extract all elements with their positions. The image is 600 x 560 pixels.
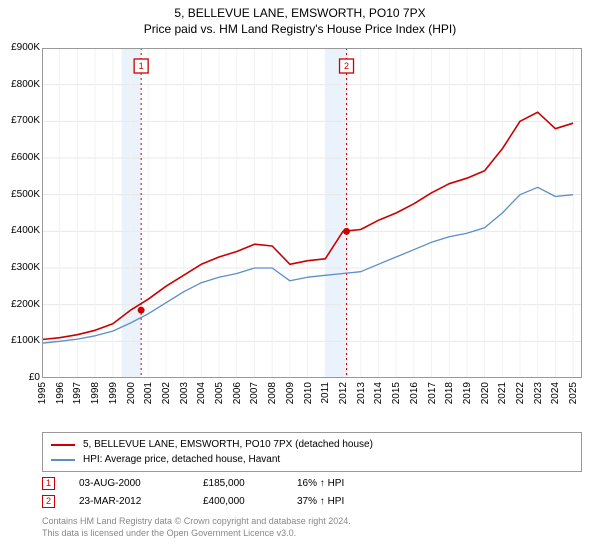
x-tick-label: 2014 [373,382,384,404]
x-tick-label: 1997 [72,382,83,404]
x-tick-label: 1999 [108,382,119,404]
chart-container: 5, BELLEVUE LANE, EMSWORTH, PO10 7PX Pri… [0,0,600,560]
x-tick-label: 2016 [409,382,420,404]
x-tick-label: 2019 [462,382,473,404]
transaction-row: 1 03-AUG-2000 £185,000 16% ↑ HPI [42,474,582,492]
chart-svg: 12 [42,48,582,378]
y-tick-label: £700K [0,115,40,126]
footer-line1: Contains HM Land Registry data © Crown c… [42,516,582,528]
x-tick-label: 2007 [249,382,260,404]
x-tick-label: 2021 [497,382,508,404]
y-tick-label: £100K [0,335,40,346]
legend-label: 5, BELLEVUE LANE, EMSWORTH, PO10 7PX (de… [83,439,373,450]
x-tick-label: 1996 [55,382,66,404]
x-tick-label: 2001 [143,382,154,404]
title-block: 5, BELLEVUE LANE, EMSWORTH, PO10 7PX Pri… [0,0,600,38]
x-tick-label: 2008 [267,382,278,404]
transaction-marker: 1 [42,477,55,490]
y-tick-label: £0 [0,372,40,383]
y-tick-label: £900K [0,42,40,53]
transaction-pct: 37% ↑ HPI [297,496,387,507]
y-tick-label: £200K [0,299,40,310]
transaction-row: 2 23-MAR-2012 £400,000 37% ↑ HPI [42,492,582,510]
chart-area: 12 [42,48,582,378]
svg-text:1: 1 [139,61,144,71]
transaction-date: 23-MAR-2012 [79,496,179,507]
legend-item: HPI: Average price, detached house, Hava… [51,452,573,467]
transaction-date: 03-AUG-2000 [79,478,179,489]
transactions-table: 1 03-AUG-2000 £185,000 16% ↑ HPI 2 23-MAR-201… [42,474,582,510]
transaction-price: £400,000 [203,496,273,507]
transaction-pct: 16% ↑ HPI [297,478,387,489]
x-tick-label: 2012 [338,382,349,404]
x-tick-label: 2025 [568,382,579,404]
transaction-price: £185,000 [203,478,273,489]
legend-box: 5, BELLEVUE LANE, EMSWORTH, PO10 7PX (de… [42,432,582,472]
x-tick-label: 2024 [550,382,561,404]
footer-text: Contains HM Land Registry data © Crown c… [42,516,582,539]
x-tick-label: 2003 [179,382,190,404]
x-tick-label: 2004 [196,382,207,404]
legend-item: 5, BELLEVUE LANE, EMSWORTH, PO10 7PX (de… [51,437,573,452]
y-tick-label: £300K [0,262,40,273]
legend-swatch [51,459,75,461]
footer-line2: This data is licensed under the Open Gov… [42,528,582,540]
x-tick-label: 2023 [533,382,544,404]
x-tick-label: 2018 [444,382,455,404]
x-tick-label: 1998 [90,382,101,404]
x-tick-label: 2006 [232,382,243,404]
title-line1: 5, BELLEVUE LANE, EMSWORTH, PO10 7PX [0,6,600,20]
svg-text:2: 2 [344,61,349,71]
x-tick-label: 2017 [427,382,438,404]
y-tick-label: £400K [0,225,40,236]
x-tick-label: 2002 [161,382,172,404]
x-tick-label: 2015 [391,382,402,404]
x-tick-label: 2009 [285,382,296,404]
x-tick-label: 2022 [515,382,526,404]
transaction-marker: 2 [42,495,55,508]
title-line2: Price paid vs. HM Land Registry's House … [0,22,600,36]
y-tick-label: £600K [0,152,40,163]
x-tick-label: 2005 [214,382,225,404]
y-tick-label: £500K [0,189,40,200]
legend-swatch [51,444,75,446]
x-tick-label: 2000 [126,382,137,404]
x-tick-label: 1995 [37,382,48,404]
legend-label: HPI: Average price, detached house, Hava… [83,454,280,465]
x-tick-label: 2013 [356,382,367,404]
x-tick-label: 2010 [303,382,314,404]
x-tick-label: 2020 [480,382,491,404]
x-tick-label: 2011 [320,382,331,404]
y-tick-label: £800K [0,79,40,90]
